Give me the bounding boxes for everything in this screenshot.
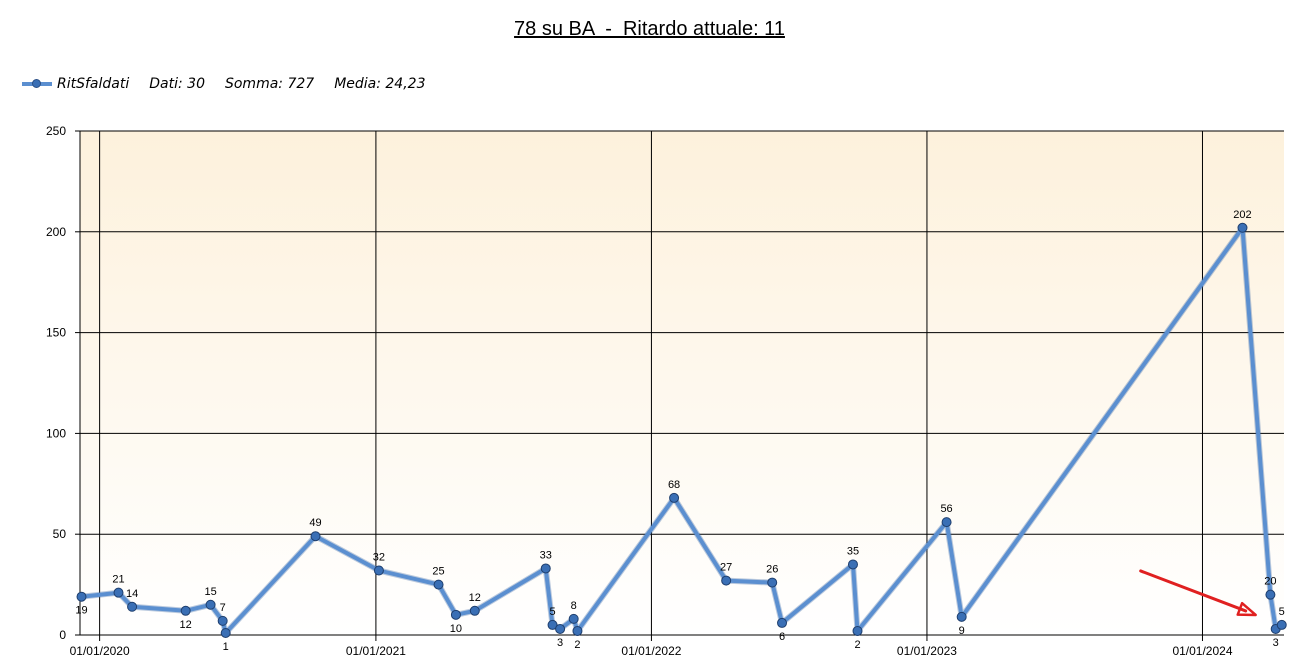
data-label: 3 bbox=[1273, 637, 1279, 649]
legend: RitSfaldati Dati: 30 Somma: 727 Media: 2… bbox=[22, 73, 445, 95]
y-tick-label: 0 bbox=[59, 628, 66, 642]
data-point bbox=[220, 627, 231, 638]
data-point bbox=[767, 577, 778, 588]
y-tick-label: 200 bbox=[46, 225, 66, 239]
data-label: 2 bbox=[854, 639, 860, 651]
annotation-arrow-head bbox=[1236, 601, 1257, 617]
x-tick-label: 01/01/2021 bbox=[346, 644, 406, 658]
data-point bbox=[941, 517, 952, 528]
data-label: 7 bbox=[220, 602, 226, 614]
data-point bbox=[433, 579, 444, 590]
data-point bbox=[205, 599, 216, 610]
data-label: 33 bbox=[540, 549, 552, 561]
data-point bbox=[469, 605, 480, 616]
data-point bbox=[113, 587, 124, 598]
legend-dati: Dati: 30 bbox=[149, 76, 205, 92]
data-label: 5 bbox=[549, 606, 555, 618]
data-point bbox=[127, 601, 138, 612]
data-point bbox=[568, 613, 579, 624]
legend-media: Media: 24,23 bbox=[334, 76, 426, 92]
data-point bbox=[450, 609, 461, 620]
data-label: 8 bbox=[571, 600, 577, 612]
annotation-arrow-line bbox=[1139, 569, 1248, 613]
legend-somma: Somma: 727 bbox=[224, 76, 315, 92]
data-label: 68 bbox=[668, 479, 680, 491]
y-tick-label: 250 bbox=[46, 124, 66, 138]
data-label: 5 bbox=[1279, 606, 1285, 618]
data-point bbox=[217, 615, 228, 626]
data-label: 26 bbox=[766, 564, 778, 576]
data-label: 21 bbox=[112, 574, 124, 586]
data-label: 32 bbox=[373, 551, 385, 563]
data-point bbox=[555, 623, 566, 634]
data-point bbox=[847, 559, 858, 570]
data-point bbox=[1265, 589, 1276, 600]
data-point bbox=[540, 563, 551, 574]
data-point bbox=[310, 531, 321, 542]
y-tick-label: 100 bbox=[46, 426, 66, 440]
data-point bbox=[373, 565, 384, 576]
data-point bbox=[547, 619, 558, 630]
data-label: 35 bbox=[847, 545, 859, 557]
data-point bbox=[669, 492, 680, 503]
data-label: 202 bbox=[1233, 209, 1251, 221]
data-label: 49 bbox=[309, 517, 321, 529]
data-label: 2 bbox=[574, 639, 580, 651]
data-point bbox=[180, 605, 191, 616]
x-tick-label: 01/01/2022 bbox=[621, 644, 681, 658]
data-label: 6 bbox=[779, 631, 785, 643]
data-point bbox=[572, 625, 583, 636]
data-label: 3 bbox=[557, 637, 563, 649]
data-label: 10 bbox=[450, 623, 462, 635]
data-label: 15 bbox=[204, 586, 216, 598]
data-point bbox=[721, 575, 732, 586]
data-label: 9 bbox=[959, 625, 965, 637]
data-label: 27 bbox=[720, 562, 732, 574]
data-point bbox=[852, 625, 863, 636]
data-label: 12 bbox=[469, 592, 481, 604]
data-label: 20 bbox=[1264, 576, 1276, 588]
x-tick-label: 01/01/2023 bbox=[897, 644, 957, 658]
data-label: 14 bbox=[126, 588, 138, 600]
y-tick-label: 50 bbox=[53, 527, 67, 541]
data-label: 25 bbox=[432, 566, 444, 578]
data-label: 56 bbox=[940, 503, 952, 515]
x-tick-label: 01/01/2024 bbox=[1172, 644, 1232, 658]
legend-series-name: RitSfaldati bbox=[57, 76, 130, 92]
data-point bbox=[76, 591, 87, 602]
data-point bbox=[1276, 619, 1287, 630]
data-point bbox=[1237, 222, 1248, 233]
plot-area bbox=[80, 131, 1284, 635]
data-point bbox=[777, 617, 788, 628]
data-point bbox=[956, 611, 967, 622]
chart-title: 78 su BA - Ritardo attuale: 11 bbox=[514, 18, 785, 40]
data-label: 12 bbox=[180, 619, 192, 631]
data-label: 19 bbox=[75, 605, 87, 617]
x-tick-label: 01/01/2020 bbox=[70, 644, 130, 658]
legend-series-swatch bbox=[22, 77, 52, 91]
y-tick-label: 150 bbox=[46, 326, 66, 340]
data-label: 1 bbox=[223, 641, 229, 653]
